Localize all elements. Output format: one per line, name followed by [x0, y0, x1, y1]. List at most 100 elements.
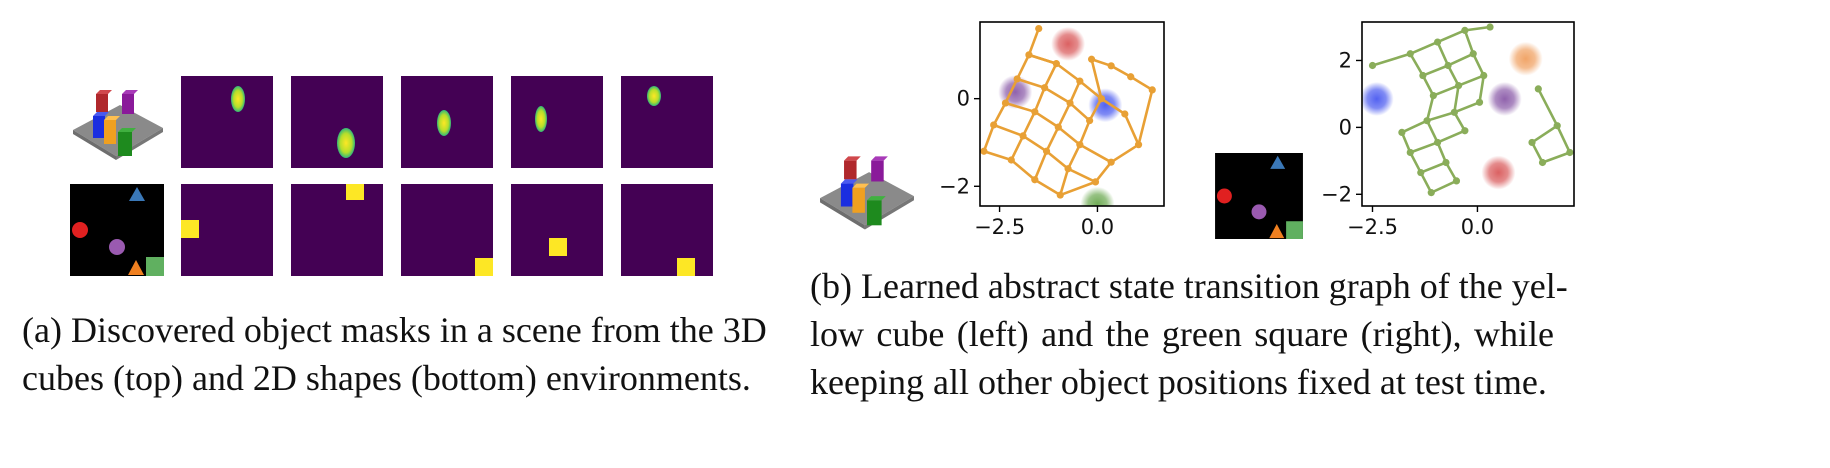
right-graph-edge	[1436, 141, 1448, 164]
left-graph-edge	[1043, 63, 1058, 89]
left-graph-edge	[1010, 159, 1036, 181]
right-graph-edge	[1556, 125, 1571, 154]
left-graph-node	[1035, 24, 1043, 33]
right-x-tick-label: 0.0	[1461, 215, 1494, 239]
left-graph-node	[1107, 62, 1115, 70]
left-graph-edge	[1069, 102, 1091, 122]
left-graph-edge	[992, 102, 1007, 126]
shapes-scene-image-a	[70, 184, 164, 276]
mask-top-1	[181, 76, 273, 168]
right-graph-edge	[1420, 161, 1447, 174]
right-graph-node	[1417, 168, 1425, 177]
cubes-scene-image-b	[820, 156, 914, 230]
right-graph-edge	[1530, 141, 1544, 164]
right-graph-node	[1452, 177, 1461, 185]
right-plot-frame	[1361, 21, 1575, 207]
mask-top-3	[401, 76, 493, 168]
left-graph-node	[1121, 110, 1129, 118]
right-y-tick-label: −2	[1321, 182, 1352, 206]
caption-b-line-1: (b) Learned abstract state transition gr…	[810, 266, 1568, 306]
right-graph-node	[1450, 108, 1458, 116]
left-graph-edge	[1078, 120, 1091, 146]
right-graph-edge	[1372, 52, 1411, 67]
left-x-tick-label: 0.0	[1081, 215, 1114, 239]
left-graph-edge	[1088, 98, 1103, 122]
left-graph-edge	[1016, 54, 1031, 80]
right-graph-edge	[1425, 120, 1439, 144]
right-object-blob	[1508, 41, 1543, 76]
left-graph-edge	[1066, 144, 1081, 170]
left-graph-node	[1107, 158, 1115, 166]
caption-b-line-3: keeping all other object positions fixed…	[810, 362, 1547, 402]
panel-a: (a) Discovered object masks in a scene f…	[0, 0, 790, 468]
right-plot-area	[1362, 22, 1574, 206]
right-graph-edge	[1447, 52, 1474, 67]
left-y-tick-label: 0	[957, 87, 970, 111]
right-graph-edge	[1453, 85, 1460, 113]
right-graph-edge	[1464, 25, 1491, 32]
left-graph-edge	[993, 123, 1024, 138]
left-graph-edge	[1123, 113, 1140, 146]
right-graph-edge	[1401, 119, 1428, 134]
left-plot-frame	[979, 21, 1165, 207]
left-graph-edge	[1110, 143, 1140, 164]
left-graph-edge	[1021, 111, 1036, 137]
left-graph-edge	[1016, 77, 1045, 89]
left-graph-node	[1134, 141, 1143, 149]
right-x-tick-label: −2.5	[1347, 215, 1398, 239]
left-graph-edge	[1137, 89, 1154, 145]
left-graph-node	[1052, 60, 1060, 68]
right-object-blob	[1481, 155, 1516, 190]
left-graph-node	[1086, 116, 1094, 125]
mask-top-5	[621, 76, 713, 168]
right-graph-node	[1480, 71, 1488, 80]
shapes-scene-image-b	[1215, 153, 1303, 239]
left-object-blob	[1051, 26, 1086, 61]
left-graph-node	[1042, 147, 1051, 155]
left-graph-edge	[1055, 62, 1081, 83]
left-graph-edge	[1004, 78, 1019, 104]
right-graph-edge	[1430, 179, 1458, 194]
left-graph-edge	[1110, 64, 1132, 78]
transition-graph-square-plot: −2.5 0.0 2 0 −2	[1321, 21, 1575, 239]
right-graph-node	[1429, 92, 1437, 100]
left-graph-edge	[1094, 161, 1113, 183]
right-graph-node	[1427, 189, 1435, 197]
right-graph-node	[1461, 26, 1469, 34]
right-graph-node	[1454, 81, 1463, 90]
left-object-blob	[1088, 88, 1123, 123]
right-graph-node	[1433, 38, 1442, 46]
left-graph-edge	[1045, 150, 1069, 170]
right-graph-edge	[1437, 29, 1466, 44]
right-graph-edge	[1542, 151, 1571, 164]
right-graph-edge	[1463, 29, 1475, 55]
left-graph-node	[1001, 99, 1010, 107]
left-graph-node	[1097, 95, 1105, 103]
right-graph-node	[1475, 98, 1484, 106]
right-graph-node	[1398, 128, 1406, 136]
left-graph-node	[1148, 86, 1156, 94]
left-graph-node	[1025, 51, 1033, 59]
left-graph-node	[1007, 156, 1015, 164]
right-graph-edge	[1531, 124, 1558, 144]
left-graph-edge	[1033, 87, 1046, 113]
left-graph-edge	[1130, 75, 1153, 92]
right-graph-edge	[1437, 129, 1466, 144]
right-graph-edge	[1426, 111, 1455, 122]
left-graph-edge	[1068, 80, 1082, 104]
right-graph-edge	[1409, 53, 1424, 77]
left-graph-node	[1087, 55, 1096, 63]
mask-bottom-4	[511, 184, 603, 276]
right-graph-edge	[1409, 141, 1439, 154]
left-graph-node	[1127, 73, 1135, 81]
panel-b: −2.5 0.0 0 −2 −2.5 0.0 2 0 −2 (b) Learned abstr…	[800, 0, 1830, 468]
left-x-tick-label: −2.5	[974, 215, 1025, 239]
caption-a-line-2: cubes (top) and 2D shapes (bottom) envir…	[22, 358, 751, 398]
right-graph-edge	[1478, 75, 1486, 103]
right-graph-node	[1368, 61, 1377, 70]
left-graph-node	[990, 121, 998, 129]
left-object-blob	[1080, 186, 1115, 206]
caption-a-line-1: (a) Discovered object masks in a scene f…	[22, 310, 767, 350]
right-graph-node	[1461, 127, 1469, 135]
left-graph-edge	[983, 149, 1012, 162]
